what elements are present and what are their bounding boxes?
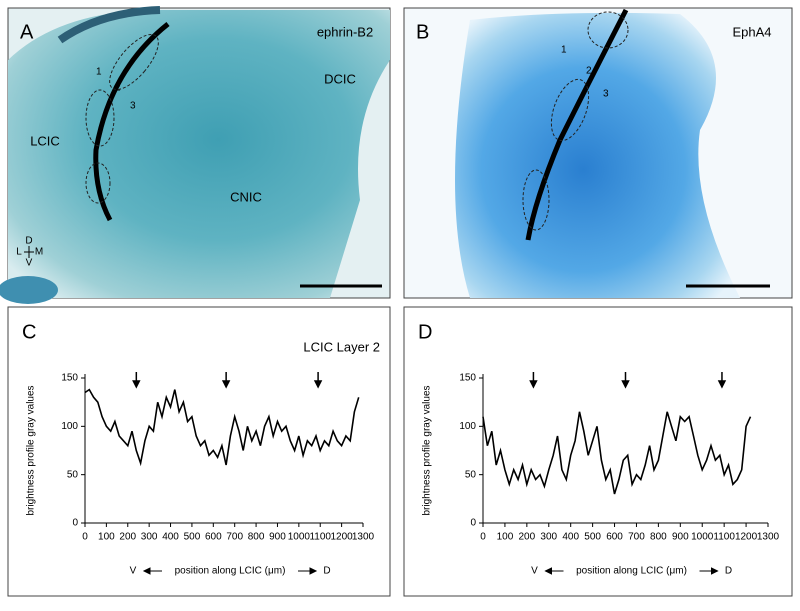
x-end-label: D (323, 566, 330, 577)
position-arrow (313, 372, 323, 389)
position-arrow (221, 372, 231, 389)
x-tick-label: 800 (650, 532, 667, 543)
y-axis-label: brightness profile gray values (422, 385, 433, 515)
x-tick-label: 100 (497, 532, 514, 543)
tissue (0, 276, 58, 304)
layer-outline (85, 89, 115, 147)
y-tick-label: 0 (72, 518, 78, 529)
x-tick-label: 1000 (288, 532, 311, 543)
x-tick-label: 1200 (735, 532, 758, 543)
panel-b: B EphA4 1 2 3 (403, 7, 793, 299)
x-tick-label: 900 (672, 532, 689, 543)
axis-arrow (298, 567, 318, 575)
x-tick-label: 600 (205, 532, 222, 543)
position-arrow (621, 372, 630, 389)
x-end-label: D (725, 566, 732, 577)
x-tick-label: 900 (269, 532, 286, 543)
x-tick-label: 0 (82, 532, 88, 543)
layer-label: 2 (115, 83, 121, 94)
y-tick-label: 150 (61, 373, 78, 384)
x-axis-label: position along LCIC (μm) (175, 566, 286, 577)
profile-line (84, 388, 360, 467)
x-tick-label: 500 (184, 532, 201, 543)
region-label: CNIC (230, 189, 262, 204)
axis-arrow (142, 567, 162, 575)
axis-arrow (544, 567, 564, 575)
x-axis-label: position along LCIC (μm) (576, 566, 687, 577)
orientation: M (35, 247, 43, 258)
x-tick-label: 200 (119, 532, 136, 543)
y-tick-label: 50 (67, 469, 79, 480)
layer-outline (109, 33, 159, 91)
panel-frame (403, 306, 793, 597)
orientation-cross (24, 246, 34, 258)
layer-label: 3 (603, 89, 609, 100)
layer-label: 2 (586, 66, 592, 77)
micrograph (455, 12, 740, 298)
x-start-label: V (531, 566, 538, 577)
x-tick-label: 100 (98, 532, 115, 543)
x-tick-label: 700 (628, 532, 645, 543)
layer-outline (85, 162, 111, 204)
x-tick-label: 1000 (691, 532, 714, 543)
y-axis-label: brightness profile gray values (26, 385, 37, 515)
x-tick-label: 600 (606, 532, 623, 543)
layer-label: 3 (130, 101, 136, 112)
x-tick-label: 400 (562, 532, 579, 543)
orientation: L (16, 247, 22, 258)
tissue-edge (57, 6, 161, 44)
x-tick-label: 300 (141, 532, 158, 543)
y-tick-label: 50 (465, 469, 477, 480)
y-tick-label: 100 (459, 421, 476, 432)
x-tick-label: 1100 (309, 532, 331, 543)
profile-line (482, 411, 752, 495)
orientation: V (26, 258, 33, 269)
position-arrow (132, 372, 141, 389)
x-tick-label: 500 (584, 532, 601, 543)
trace-line (93, 22, 170, 222)
x-tick-label: 800 (248, 532, 265, 543)
panel-a: A ephrin-B2 DCIC LCIC CNIC 1 2 3 D V L M (0, 6, 391, 304)
panel-letter: A (20, 21, 34, 43)
panel-letter: C (22, 321, 36, 343)
micrograph (8, 10, 390, 298)
layer-outline (587, 11, 629, 49)
position-arrow (717, 372, 727, 389)
x-tick-label: 200 (519, 532, 536, 543)
axis-arrow (699, 567, 719, 575)
layer-label: 1 (96, 67, 102, 78)
x-start-label: V (130, 566, 137, 577)
x-tick-label: 1100 (713, 532, 735, 543)
panel-letter: B (416, 21, 429, 43)
region-label: LCIC (30, 133, 60, 148)
x-tick-label: 1300 (757, 532, 780, 543)
x-tick-label: 300 (540, 532, 557, 543)
y-tick-label: 0 (470, 518, 476, 529)
x-tick-label: 400 (162, 532, 179, 543)
y-tick-label: 100 (61, 421, 78, 432)
position-arrow (529, 372, 538, 389)
marker-label: ephrin-B2 (317, 24, 373, 39)
x-tick-label: 1200 (330, 532, 353, 543)
panel-letter: D (418, 321, 432, 343)
x-tick-label: 700 (226, 532, 243, 543)
marker-label: EphA4 (732, 24, 771, 39)
orientation: D (25, 236, 32, 247)
layer-label: 1 (561, 45, 567, 56)
y-tick-label: 150 (459, 373, 476, 384)
layer-outline (522, 169, 550, 231)
x-tick-label: 1300 (352, 532, 375, 543)
chart-title: LCIC Layer 2 (303, 339, 380, 354)
region-label: DCIC (324, 71, 356, 86)
panel-frame (7, 306, 391, 597)
x-tick-label: 0 (480, 532, 486, 543)
